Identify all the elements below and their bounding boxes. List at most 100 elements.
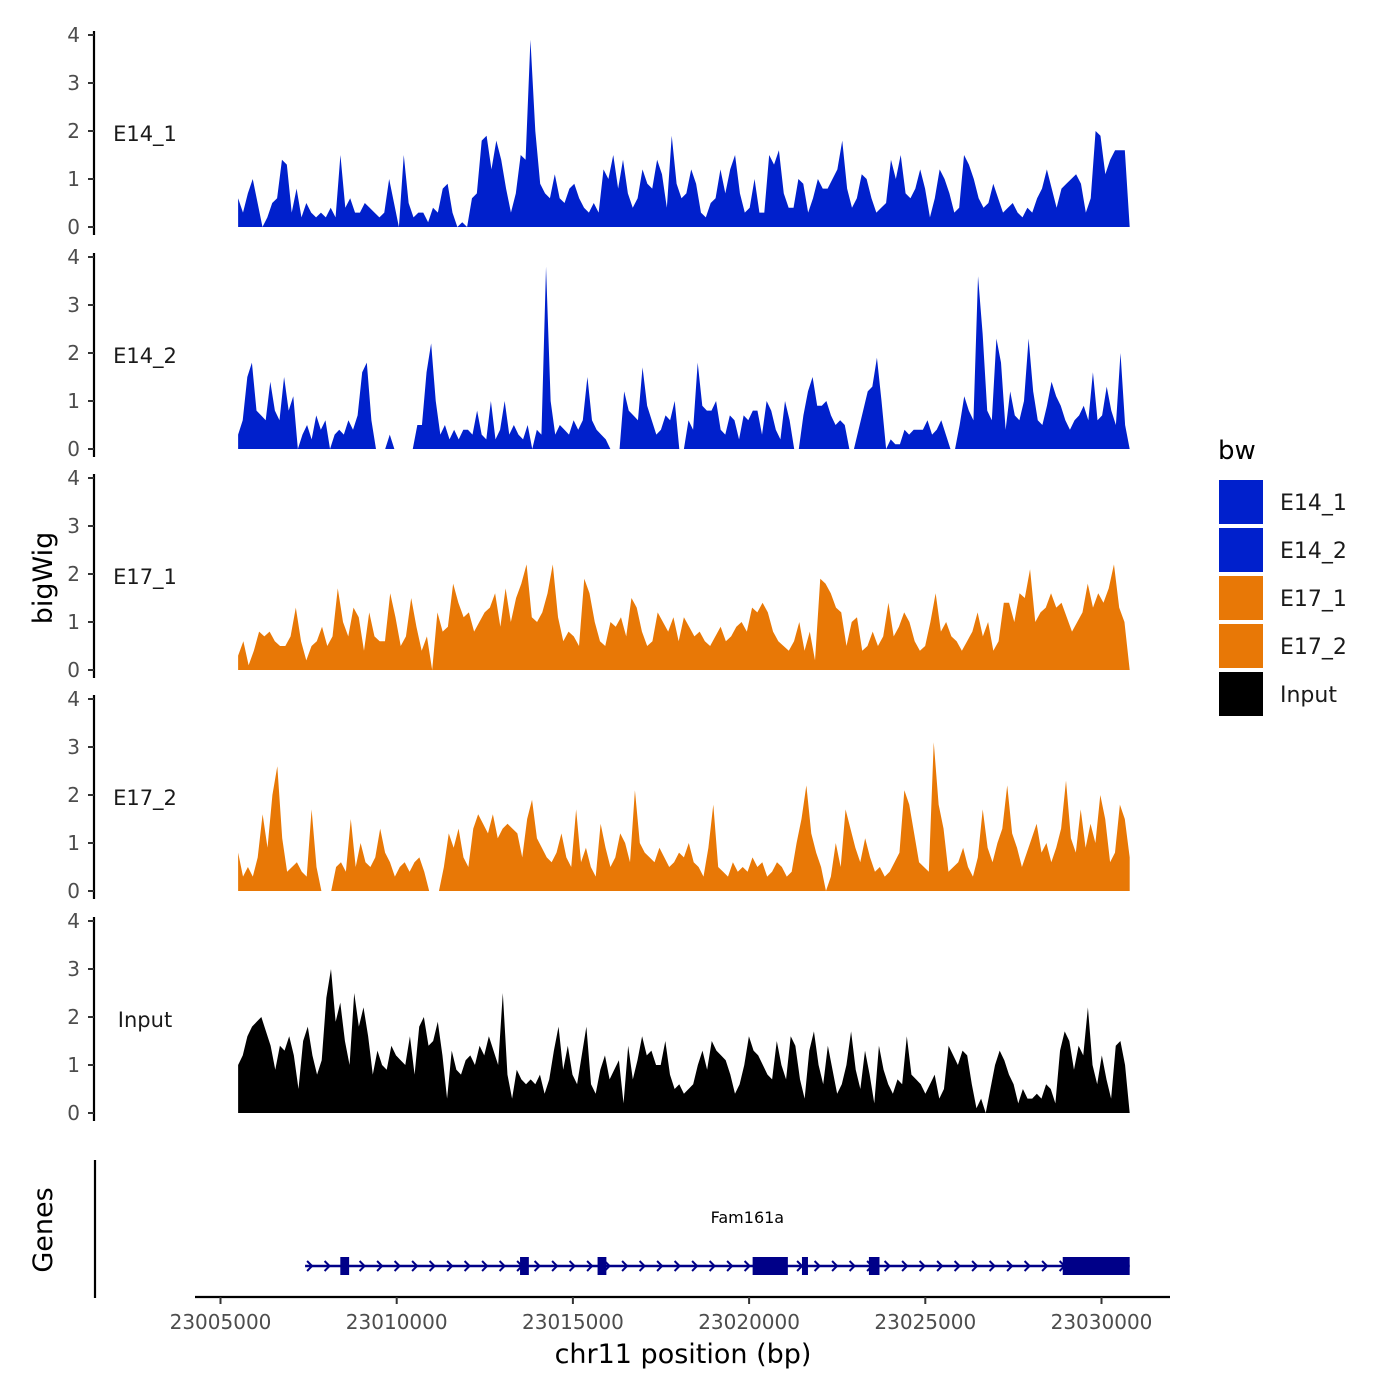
strand-arrow-icon [673,1260,681,1272]
strand-arrow-icon [498,1260,506,1272]
strand-arrow-icon [376,1260,384,1272]
y-tick-label: 4 [67,687,80,711]
y-tick-label: 0 [67,437,80,461]
gene-exon [520,1257,529,1275]
track-Input: 0 1 2 3 4 Input [67,909,1130,1125]
strand-arrow-icon [306,1260,314,1272]
strand-arrow-icon [848,1260,856,1272]
y-tick-label: 1 [67,1053,80,1077]
legend-item: E14_2 [1219,528,1347,572]
legend-swatch [1219,624,1263,668]
y-tick-label: 3 [67,293,80,317]
y-tick-label: 2 [67,783,80,807]
strand-arrow-icon [1041,1260,1049,1272]
strand-arrow-icon [708,1260,716,1272]
strand-arrow-icon [971,1260,979,1272]
y-tick-label: 1 [67,389,80,413]
strand-arrow-icon [533,1260,541,1272]
y-tick-label: 3 [67,71,80,95]
strand-arrow-icon [936,1260,944,1272]
track-label: E14_2 [113,344,177,369]
track-label: E17_1 [113,565,177,590]
strand-arrow-icon [1006,1260,1014,1272]
strand-arrow-icon [568,1260,576,1272]
strand-arrow-icon [883,1260,891,1272]
strand-arrow-icon [551,1260,559,1272]
gene-exon [1062,1257,1130,1275]
y-tick-label: 4 [67,909,80,933]
strand-arrow-icon [411,1260,419,1272]
gene-exon [752,1257,788,1275]
legend-swatch [1219,576,1263,620]
legend-label: Input [1280,683,1337,708]
x-tick-label: 23005000 [170,1310,272,1334]
strand-arrow-icon [393,1260,401,1272]
y-tick-label: 3 [67,735,80,759]
y-tick-label: 2 [67,1005,80,1029]
x-tick-label: 23015000 [522,1310,624,1334]
legend-swatch [1219,528,1263,572]
y-tick-label: 0 [67,215,80,239]
legend-item: Input [1219,672,1337,716]
strand-arrow-icon [831,1260,839,1272]
strand-arrow-icon [638,1260,646,1272]
genes-panel-title: Genes [28,1187,59,1272]
gene-name-label: Fam161a [711,1208,784,1227]
legend-label: E17_1 [1280,587,1347,612]
y-tick-label: 1 [67,831,80,855]
strand-arrow-icon [743,1260,751,1272]
legend-label: E14_1 [1280,491,1347,516]
y-tick-label: 3 [67,957,80,981]
legend: E14_1 E14_2 E17_1 E17_2 Input [1219,480,1347,716]
strand-arrow-icon [621,1260,629,1272]
y-tick-label: 4 [67,23,80,47]
legend-item: E17_2 [1219,624,1347,668]
y-axis-title: bigWig [28,532,59,625]
strand-arrow-icon [953,1260,961,1272]
legend-swatch [1219,672,1263,716]
track-E14_2: 0 1 2 3 4 E14_2 [67,245,1130,461]
strand-arrow-icon [428,1260,436,1272]
strand-arrow-icon [726,1260,734,1272]
x-axis-title: chr11 position (bp) [555,1339,812,1370]
y-tick-label: 1 [67,610,80,634]
strand-arrow-icon [656,1260,664,1272]
gene-exon [801,1257,808,1275]
strand-arrow-icon [1023,1260,1031,1272]
y-tick-label: 0 [67,1101,80,1125]
y-tick-label: 3 [67,514,80,538]
strand-arrow-icon [586,1260,594,1272]
signal-area-E14_2 [238,266,1130,449]
track-E17_2: 0 1 2 3 4 E17_2 [67,687,1130,903]
gene-Fam161a: Fam161a [305,1208,1130,1275]
legend-swatch [1219,480,1263,524]
gene-exon [597,1257,607,1275]
y-tick-label: 1 [67,167,80,191]
strand-arrow-icon [988,1260,996,1272]
signal-area-E17_2 [238,742,1130,891]
x-tick-label: 23030000 [1051,1310,1153,1334]
legend-item: E14_1 [1219,480,1347,524]
track-E14_1: 0 1 2 3 4 E14_1 [67,23,1130,239]
y-tick-label: 4 [67,466,80,490]
strand-arrow-icon [463,1260,471,1272]
strand-arrow-icon [481,1260,489,1272]
strand-arrow-icon [918,1260,926,1272]
y-tick-label: 2 [67,562,80,586]
signal-area-E17_1 [238,564,1130,670]
x-axis: 23005000 23010000 23015000 23020000 23025000… [170,1295,1170,1334]
strand-arrow-icon [323,1260,331,1272]
tracks-layer: 0 1 2 3 4 E14_1 0 1 2 3 4 E14_2 0 1 2 3 4 E17_1 0 1 2 3 4 E17_2… [67,23,1130,1125]
signal-area-E14_1 [238,39,1130,227]
legend-item: E17_1 [1219,576,1347,620]
genes-panel: Fam161a [93,1160,1130,1298]
x-tick-label: 23025000 [874,1310,976,1334]
legend-label: E17_2 [1280,635,1347,660]
gene-exon [868,1257,880,1275]
gene-exon [340,1257,350,1275]
track-label: Input [118,1008,172,1032]
strand-arrow-icon [901,1260,909,1272]
track-label: E14_1 [113,122,177,147]
track-E17_1: 0 1 2 3 4 E17_1 [67,466,1130,682]
